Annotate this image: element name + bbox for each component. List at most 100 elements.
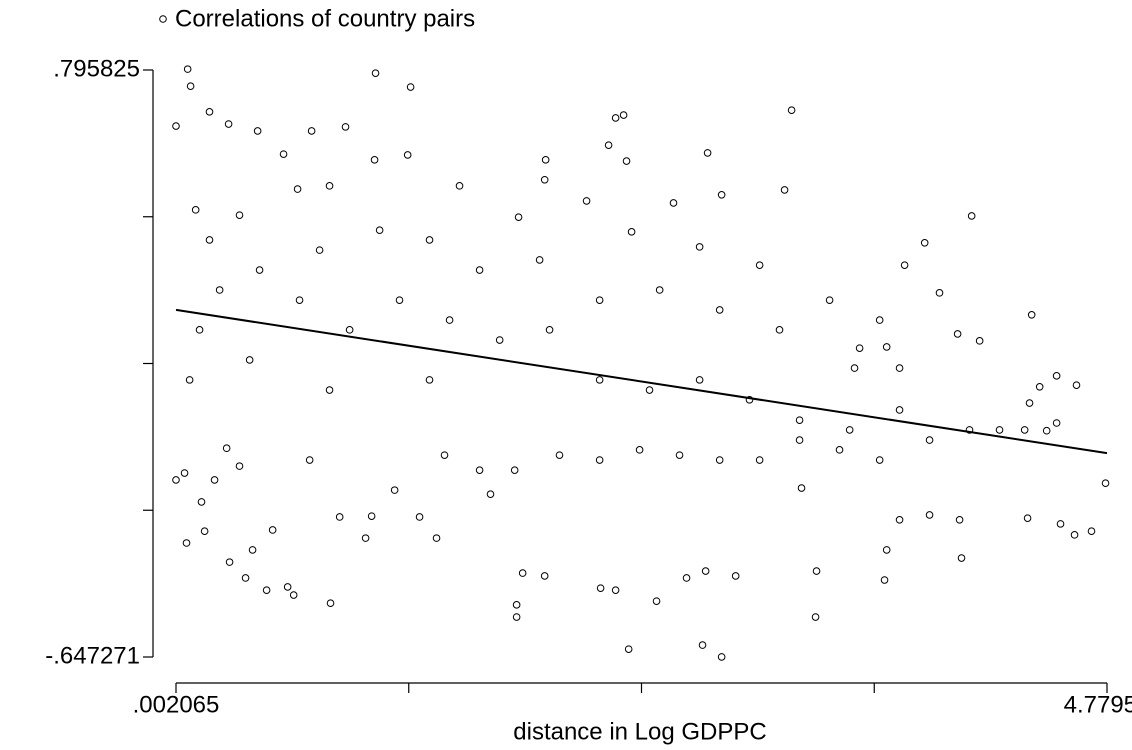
scatter-point	[957, 554, 966, 562]
scatter-point	[191, 206, 200, 214]
scatter-point	[701, 567, 710, 575]
scatter-point	[262, 586, 271, 594]
scatter-point	[540, 175, 549, 184]
scatter-point	[855, 344, 864, 352]
fit-line	[175, 308, 1108, 455]
scatter-point	[253, 127, 262, 135]
scatter-point	[325, 182, 334, 190]
scatter-point	[341, 123, 350, 131]
scatter-point	[1027, 311, 1036, 319]
scatter-point	[289, 591, 298, 599]
scatter-point	[1052, 419, 1061, 427]
scatter-point	[967, 212, 976, 220]
scatter-point	[186, 82, 195, 90]
scatter-point	[293, 185, 302, 193]
scatter-point	[825, 296, 834, 304]
scatter-point	[425, 236, 434, 244]
scatter-point	[695, 243, 704, 251]
scatter-point	[415, 513, 424, 521]
scatter-point	[510, 466, 519, 474]
scatter-point	[797, 484, 806, 492]
scatter-point	[1020, 426, 1029, 434]
scatter-point	[235, 211, 244, 219]
x-tick-label: 4.77951	[1064, 691, 1132, 718]
scatter-point	[895, 516, 904, 524]
scatter-point	[371, 69, 380, 77]
scatter-point	[535, 256, 544, 264]
scatter-point	[652, 597, 661, 605]
scatter-point	[518, 569, 527, 577]
scatter-point	[205, 236, 214, 244]
scatter-point	[604, 141, 613, 149]
y-tick-label: .795825	[53, 55, 140, 82]
scatter-point	[611, 586, 620, 594]
scatter-point	[925, 436, 934, 444]
scatter-point	[1087, 527, 1096, 535]
scatter-point	[370, 156, 379, 164]
scatter-point	[1070, 531, 1079, 539]
scatter-point	[1101, 479, 1110, 488]
scatter-point	[367, 512, 376, 520]
scatter-point	[845, 426, 854, 434]
scatter-point	[390, 486, 399, 494]
scatter-point	[425, 376, 434, 384]
scatter-point	[245, 356, 254, 364]
scatter-point	[325, 386, 334, 394]
scatter-point	[335, 513, 344, 521]
scatter-point	[953, 330, 962, 338]
scatter-point	[875, 316, 884, 324]
scatter-point	[185, 376, 194, 384]
scatter-point	[795, 436, 804, 444]
scatter-point	[295, 296, 304, 304]
scatter-point	[755, 261, 764, 269]
scatter-point	[655, 286, 664, 294]
scatter-point	[596, 584, 605, 592]
scatter-point	[1056, 520, 1065, 528]
scatter-point	[920, 239, 929, 247]
scatter-point	[512, 613, 521, 621]
scatter-point	[812, 567, 821, 575]
scatter-point	[775, 326, 784, 334]
scatter-point	[1035, 382, 1044, 391]
scatter-point	[555, 451, 564, 459]
scatter-point	[183, 65, 192, 73]
scatter-point	[283, 583, 292, 591]
scatter-point	[850, 364, 859, 372]
scatter-point	[315, 246, 324, 254]
scatter-point	[611, 114, 620, 122]
scatter-point	[195, 326, 204, 334]
scatter-point	[669, 199, 678, 207]
scatter-point	[210, 476, 219, 484]
scatter-point	[595, 296, 604, 304]
scatter-point	[268, 526, 277, 534]
scatter-point	[1023, 514, 1032, 522]
scatter-point	[955, 516, 964, 524]
scatter-point	[495, 336, 504, 344]
scatter-point	[717, 191, 726, 199]
legend-marker	[159, 15, 167, 23]
scatter-point	[682, 574, 691, 582]
scatter-point	[835, 446, 844, 454]
scatter-point	[1072, 381, 1081, 389]
scatter-point	[403, 151, 412, 159]
scatter-point	[595, 456, 604, 464]
scatter-point	[635, 446, 644, 454]
scatter-point	[512, 601, 521, 609]
scatter-point	[255, 266, 264, 274]
scatter-point	[925, 511, 934, 519]
scatter-point	[882, 343, 891, 351]
scatter-point	[305, 456, 314, 464]
scatter-point	[995, 426, 1004, 434]
scatter-point	[787, 106, 796, 114]
scatter-point	[406, 83, 415, 91]
scatter-point	[514, 213, 523, 221]
scatter-point	[1025, 399, 1034, 407]
scatter-point	[900, 261, 909, 269]
scatter-point	[619, 111, 628, 119]
y-tick-label: -.647271	[45, 642, 140, 669]
scatter-point	[965, 426, 974, 434]
scatter-point	[455, 182, 464, 190]
scatter-point	[882, 546, 891, 554]
scatter-point	[432, 534, 441, 542]
